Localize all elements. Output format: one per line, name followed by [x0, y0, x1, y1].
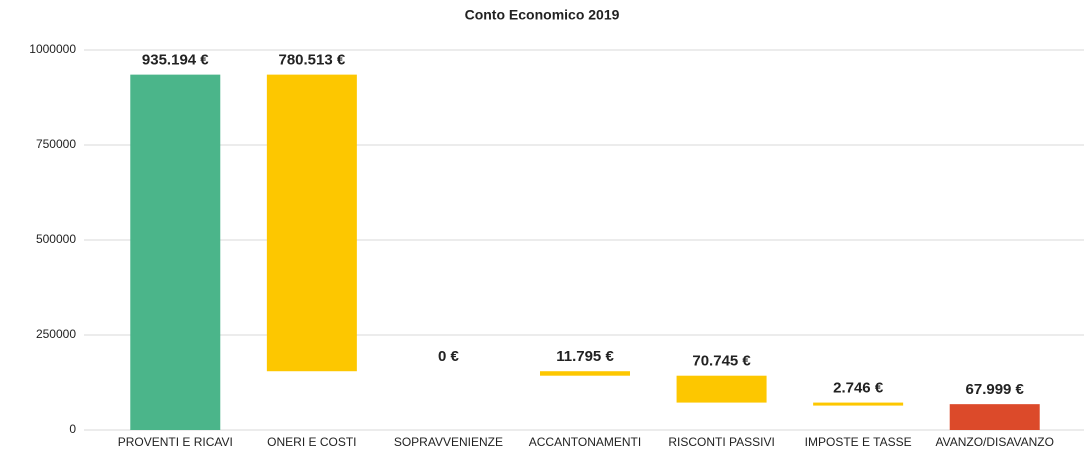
y-tick-label: 750000	[36, 137, 76, 151]
x-tick-label: IMPOSTE E TASSE	[805, 435, 912, 449]
value-label: 0 €	[438, 348, 460, 365]
y-tick-label: 500000	[36, 232, 76, 246]
bar	[949, 404, 1040, 430]
x-tick-label: ONERI E COSTI	[267, 435, 356, 449]
x-tick-label: AVANZO/DISAVANZO	[935, 435, 1053, 449]
y-tick-label: 1000000	[29, 42, 76, 56]
value-label: 70.745 €	[692, 353, 751, 370]
x-tick-label: PROVENTI E RICAVI	[118, 435, 233, 449]
value-label: 11.795 €	[556, 348, 614, 365]
bar	[130, 74, 221, 430]
bar	[266, 74, 357, 372]
bar	[540, 371, 630, 376]
value-label: 67.999 €	[966, 381, 1025, 398]
value-label: 780.513 €	[278, 52, 345, 69]
x-tick-label: RISCONTI PASSIVI	[668, 435, 774, 449]
chart-title: Conto Economico 2019	[465, 7, 620, 23]
y-tick-label: 0	[69, 422, 76, 436]
x-tick-label: ACCANTONAMENTI	[529, 435, 641, 449]
value-label: 935.194 €	[142, 52, 209, 69]
bar	[813, 402, 904, 406]
value-label: 2.746 €	[833, 380, 884, 397]
bar	[676, 375, 767, 403]
y-tick-label: 250000	[36, 327, 76, 341]
x-tick-label: SOPRAVVENIENZE	[394, 435, 503, 449]
